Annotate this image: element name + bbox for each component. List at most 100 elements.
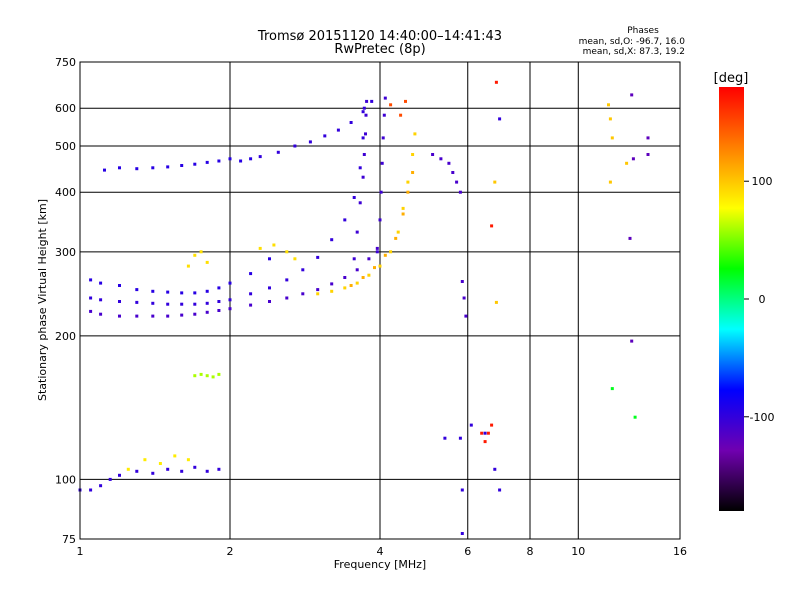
data-point: [343, 218, 347, 222]
data-point: [135, 314, 139, 318]
data-point: [373, 266, 376, 270]
y-tick-label: 400: [55, 186, 76, 199]
data-point: [285, 296, 289, 300]
data-point: [396, 230, 400, 234]
data-point: [249, 303, 253, 307]
data-point: [608, 180, 612, 184]
data-point: [301, 292, 305, 296]
data-point: [158, 462, 162, 465]
data-point: [361, 276, 365, 279]
data-point: [404, 99, 407, 103]
data-point: [330, 289, 334, 293]
data-point: [99, 484, 103, 488]
data-point: [458, 190, 462, 194]
data-point: [258, 246, 262, 250]
data-point: [166, 314, 170, 318]
x-tick-label: 2: [227, 545, 234, 558]
data-point: [462, 296, 466, 300]
data-point: [228, 298, 232, 302]
x-tick-label: 8: [527, 545, 534, 558]
data-point: [370, 99, 374, 103]
data-point: [362, 106, 366, 110]
data-point: [411, 153, 415, 156]
data-point: [118, 473, 121, 477]
data-point: [352, 196, 356, 199]
data-point: [431, 153, 435, 156]
data-point: [464, 314, 468, 318]
data-point: [401, 212, 405, 216]
data-point: [352, 257, 356, 261]
data-points: [78, 80, 650, 535]
data-point: [180, 164, 184, 167]
data-point: [173, 454, 177, 458]
data-point: [118, 166, 121, 170]
data-point: [460, 280, 464, 283]
data-point: [249, 272, 253, 276]
data-point: [378, 218, 382, 222]
data-point: [493, 180, 497, 184]
data-point: [389, 250, 393, 254]
data-point: [293, 257, 297, 261]
data-point: [205, 374, 209, 378]
data-point: [205, 289, 209, 293]
data-point: [365, 99, 369, 103]
data-point: [439, 157, 443, 161]
data-point: [166, 302, 170, 306]
data-point: [610, 136, 614, 140]
data-point: [180, 313, 184, 317]
data-point: [378, 264, 382, 268]
data-point: [217, 286, 221, 290]
data-point: [135, 288, 139, 292]
data-point: [399, 113, 403, 117]
data-point: [205, 160, 209, 164]
data-point: [268, 300, 271, 303]
data-point: [631, 157, 635, 161]
data-point: [193, 253, 197, 257]
data-point: [217, 309, 221, 312]
data-point: [610, 387, 614, 391]
data-point: [483, 431, 487, 435]
data-point: [367, 257, 371, 261]
data-point: [358, 201, 362, 205]
data-point: [211, 375, 215, 379]
phase-stat-o: mean, sd,O: -96.7, 16.0: [579, 37, 686, 47]
data-point: [361, 175, 365, 179]
data-point: [628, 236, 632, 240]
data-point: [180, 291, 184, 295]
data-point: [308, 140, 312, 144]
x-tick-label: 4: [377, 545, 384, 558]
data-point: [494, 80, 498, 84]
colorbar-tick-label: -100: [750, 411, 775, 424]
data-point: [268, 257, 271, 261]
data-point: [151, 301, 155, 305]
data-point: [135, 167, 139, 171]
data-point: [483, 440, 487, 444]
data-point: [118, 284, 121, 287]
data-point: [316, 292, 320, 296]
data-point: [364, 113, 368, 117]
data-point: [239, 159, 243, 163]
data-point: [494, 300, 498, 304]
data-point: [217, 372, 221, 376]
data-point: [381, 136, 385, 140]
data-point: [249, 292, 253, 296]
data-point: [166, 290, 170, 294]
colorbar-tick-label: 100: [752, 175, 773, 188]
data-point: [193, 312, 197, 316]
data-point: [355, 268, 359, 272]
data-point: [630, 93, 634, 97]
data-point: [355, 230, 359, 234]
data-point: [193, 291, 197, 295]
data-point: [193, 162, 197, 166]
data-point: [166, 467, 170, 471]
data-point: [118, 300, 121, 303]
data-point: [633, 415, 637, 419]
data-point: [205, 310, 209, 314]
data-point: [316, 288, 320, 292]
data-point: [126, 467, 130, 471]
data-point: [401, 206, 405, 210]
data-point: [205, 260, 209, 264]
data-point: [394, 236, 398, 240]
data-point: [301, 268, 305, 272]
